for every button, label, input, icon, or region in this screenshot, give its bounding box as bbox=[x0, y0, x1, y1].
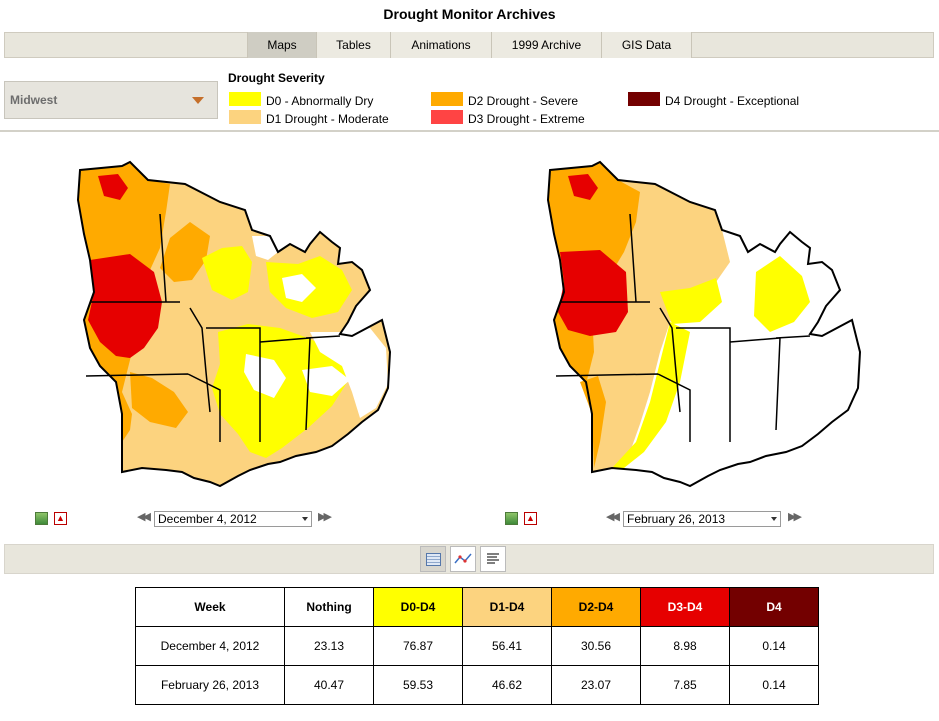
table-cell: 0.14 bbox=[729, 626, 819, 666]
legend-label-d2: D2 Drought - Severe bbox=[468, 94, 579, 108]
table-cell: 46.62 bbox=[462, 665, 552, 705]
chart-view-icon[interactable] bbox=[450, 546, 476, 572]
table-cell: 7.85 bbox=[640, 665, 730, 705]
table-cell: February 26, 2013 bbox=[135, 665, 285, 705]
table-cell: 59.53 bbox=[373, 665, 463, 705]
tab-maps[interactable]: Maps bbox=[247, 32, 317, 58]
legend-label-d4: D4 Drought - Exceptional bbox=[665, 94, 800, 108]
col-header-d4: D4 bbox=[729, 587, 819, 627]
image-icon[interactable] bbox=[505, 512, 518, 525]
legend-swatch-d1 bbox=[229, 110, 261, 124]
drought-map-feb-2013 bbox=[546, 160, 862, 488]
prev-date-icon[interactable]: ◀◀ bbox=[137, 511, 151, 523]
table-cell: 76.87 bbox=[373, 626, 463, 666]
legend-swatch-d2 bbox=[431, 92, 463, 106]
table-view-icon[interactable] bbox=[420, 546, 446, 572]
tab-1999-archive[interactable]: 1999 Archive bbox=[492, 32, 602, 58]
drought-stats-table: Week Nothing D0-D4 D1-D4 D2-D4 D3-D4 D4 … bbox=[135, 587, 819, 705]
table-cell: 56.41 bbox=[462, 626, 552, 666]
table-row: December 4, 2012 23.13 76.87 56.41 30.56… bbox=[135, 626, 819, 666]
date-select-right-value: February 26, 2013 bbox=[627, 512, 726, 526]
date-select-right[interactable]: February 26, 2013 bbox=[623, 511, 781, 527]
legend-label-d0: D0 - Abnormally Dry bbox=[266, 94, 374, 108]
legend-swatch-d4 bbox=[628, 92, 660, 106]
page-title: Drought Monitor Archives bbox=[383, 6, 556, 22]
table-header-row: Week Nothing D0-D4 D1-D4 D2-D4 D3-D4 D4 bbox=[135, 587, 819, 627]
pdf-icon[interactable]: ▲ bbox=[54, 512, 67, 525]
drought-map-dec-2012 bbox=[76, 160, 392, 488]
table-cell: December 4, 2012 bbox=[135, 626, 285, 666]
col-header-nothing: Nothing bbox=[284, 587, 374, 627]
table-cell: 23.13 bbox=[284, 626, 374, 666]
prev-date-icon[interactable]: ◀◀ bbox=[606, 511, 620, 523]
table-row: February 26, 2013 40.47 59.53 46.62 23.0… bbox=[135, 665, 819, 705]
chevron-down-icon bbox=[771, 517, 777, 521]
image-icon[interactable] bbox=[35, 512, 48, 525]
divider bbox=[0, 130, 939, 132]
chevron-down-icon[interactable] bbox=[192, 97, 204, 104]
table-cell: 30.56 bbox=[551, 626, 641, 666]
text-view-icon[interactable] bbox=[480, 546, 506, 572]
col-header-week: Week bbox=[135, 587, 285, 627]
legend-title: Drought Severity bbox=[228, 71, 325, 85]
chevron-down-icon bbox=[302, 517, 308, 521]
table-cell: 23.07 bbox=[551, 665, 641, 705]
table-cell: 8.98 bbox=[640, 626, 730, 666]
tab-gis-data[interactable]: GIS Data bbox=[602, 32, 692, 58]
legend-swatch-d0 bbox=[229, 92, 261, 106]
tab-tables[interactable]: Tables bbox=[317, 32, 391, 58]
tab-animations[interactable]: Animations bbox=[391, 32, 492, 58]
legend-label-d3: D3 Drought - Extreme bbox=[468, 112, 585, 126]
date-select-left-value: December 4, 2012 bbox=[158, 512, 257, 526]
nav-tabs: Maps Tables Animations 1999 Archive GIS … bbox=[247, 32, 692, 58]
pdf-icon[interactable]: ▲ bbox=[524, 512, 537, 525]
date-select-left[interactable]: December 4, 2012 bbox=[154, 511, 312, 527]
col-header-d0-d4: D0-D4 bbox=[373, 587, 463, 627]
col-header-d1-d4: D1-D4 bbox=[462, 587, 552, 627]
table-cell: 0.14 bbox=[729, 665, 819, 705]
table-cell: 40.47 bbox=[284, 665, 374, 705]
next-date-icon[interactable]: ▶▶ bbox=[788, 511, 802, 523]
next-date-icon[interactable]: ▶▶ bbox=[318, 511, 332, 523]
legend-swatch-d3 bbox=[431, 110, 463, 124]
legend-label-d1: D1 Drought - Moderate bbox=[266, 112, 389, 126]
region-select-value: Midwest bbox=[10, 93, 58, 107]
col-header-d3-d4: D3-D4 bbox=[640, 587, 730, 627]
col-header-d2-d4: D2-D4 bbox=[551, 587, 641, 627]
region-select[interactable] bbox=[4, 81, 218, 119]
